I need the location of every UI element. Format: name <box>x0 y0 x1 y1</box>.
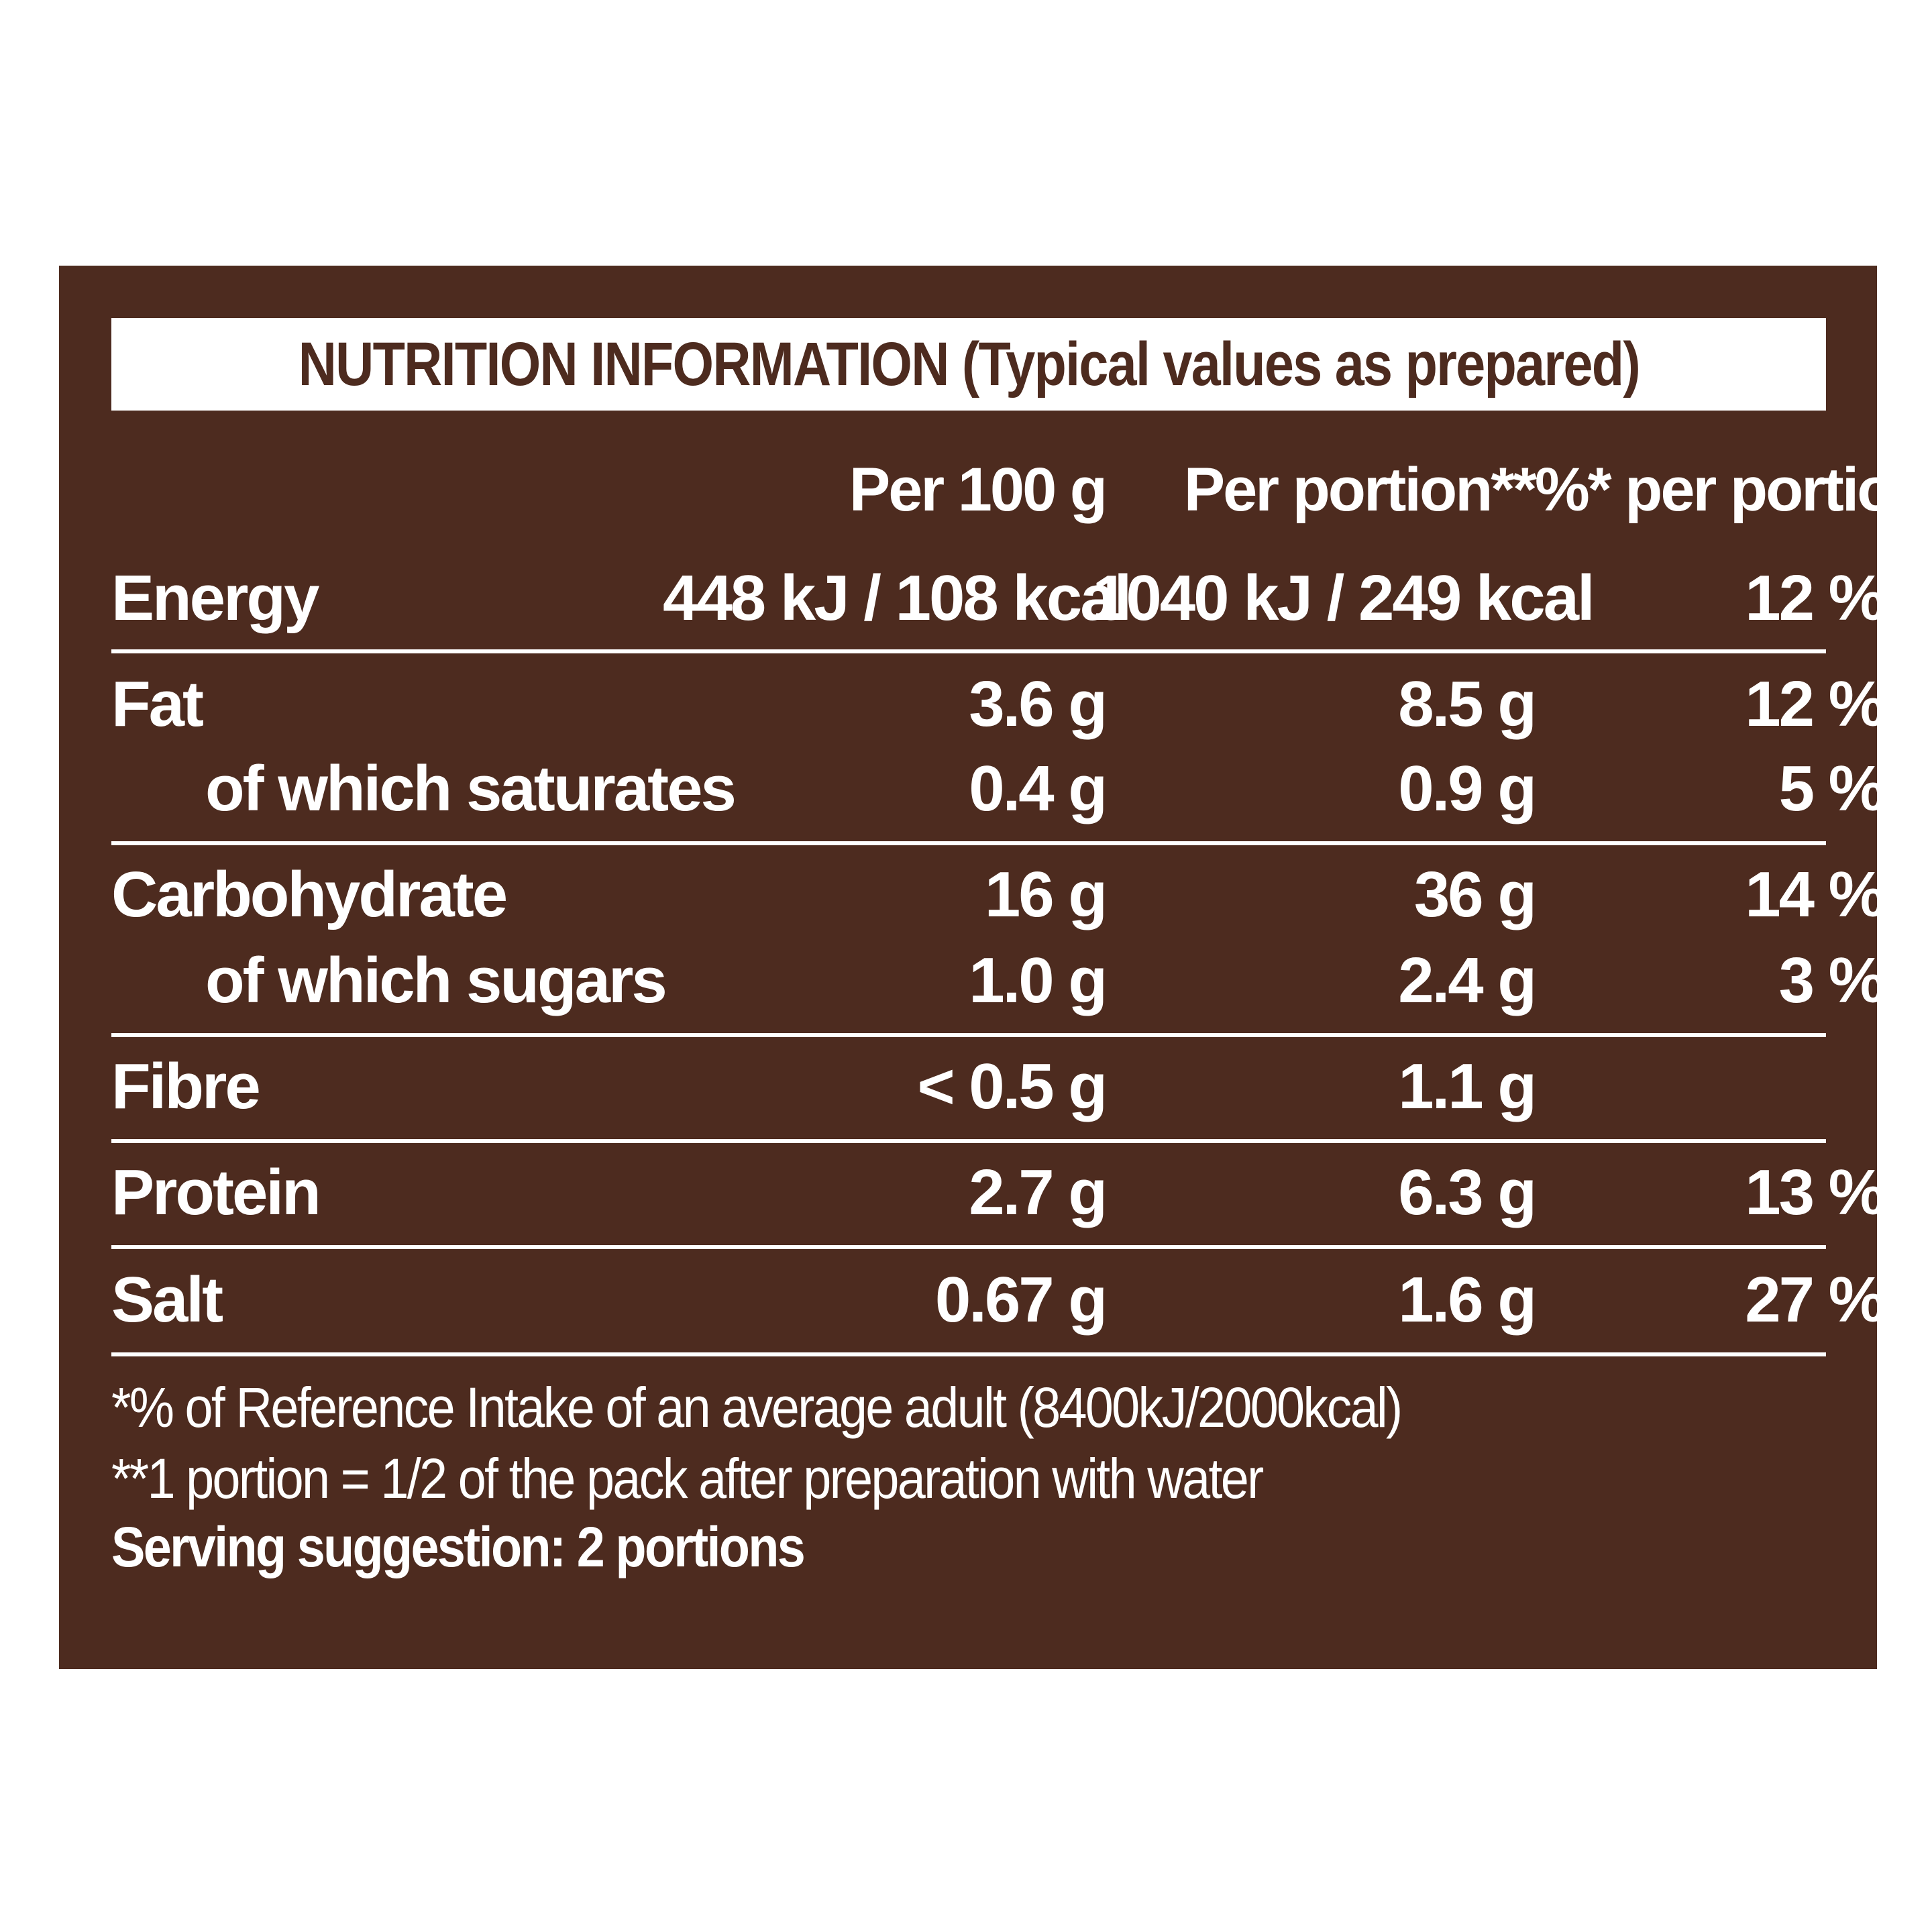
energy-ri: 12 % <box>1745 562 1886 634</box>
sugars-per-100g: 1.0 g <box>969 945 1108 1016</box>
protein-per-100g: 2.7 g <box>969 1157 1108 1228</box>
sugars-per-portion: 2.4 g <box>1398 945 1537 1016</box>
carbohydrate-per-100g: 16 g <box>984 859 1108 930</box>
salt-per-100g: 0.67 g <box>934 1264 1108 1336</box>
column-header-ri-percent: %* per portion** <box>1535 455 1932 524</box>
salt-ri: 27 % <box>1745 1264 1886 1336</box>
fibre-per-100g: < 0.5 g <box>917 1051 1108 1122</box>
energy-per-100g: 448 kJ / 108 kcal <box>663 562 1132 634</box>
title-bar: NUTRITION INFORMATION (Typical values as… <box>111 318 1826 411</box>
footnote-reference-intake: *% of Reference Intake of an average adu… <box>111 1376 1403 1439</box>
saturates-per-portion: 0.9 g <box>1398 753 1537 824</box>
salt-per-portion: 1.6 g <box>1398 1264 1537 1336</box>
column-header-per-100g: Per 100 g <box>849 455 1108 524</box>
divider <box>111 841 1826 845</box>
row-label-salt: Salt <box>111 1264 223 1336</box>
row-label-energy: Energy <box>111 562 319 634</box>
fat-per-100g: 3.6 g <box>969 668 1108 740</box>
fibre-per-portion: 1.1 g <box>1398 1051 1537 1122</box>
row-label-protein: Protein <box>111 1157 321 1228</box>
saturates-ri: 5 % <box>1778 753 1886 824</box>
divider <box>111 649 1826 653</box>
carbohydrate-ri: 14 % <box>1745 859 1886 930</box>
divider <box>111 1245 1826 1249</box>
divider <box>111 1033 1826 1037</box>
row-label-sugars: of which sugars <box>205 945 667 1016</box>
nutrition-panel: NUTRITION INFORMATION (Typical values as… <box>59 266 1932 1669</box>
fat-per-portion: 8.5 g <box>1398 668 1537 740</box>
sugars-ri: 3 % <box>1778 945 1886 1016</box>
row-label-saturates: of which saturates <box>205 753 737 824</box>
fat-ri: 12 % <box>1745 668 1886 740</box>
protein-ri: 13 % <box>1745 1157 1886 1228</box>
serving-suggestion: Serving suggestion: 2 portions <box>111 1515 806 1578</box>
row-label-fat: Fat <box>111 668 204 740</box>
energy-per-portion: 1040 kJ / 249 kcal <box>1092 562 1595 634</box>
divider <box>111 1139 1826 1143</box>
footnote-portion: **1 portion = 1/2 of the pack after prep… <box>111 1447 1264 1510</box>
column-header-per-portion: Per portion** <box>1183 455 1537 524</box>
divider <box>111 1352 1826 1356</box>
carbohydrate-per-portion: 36 g <box>1413 859 1537 930</box>
row-label-carbohydrate: Carbohydrate <box>111 859 508 930</box>
row-label-fibre: Fibre <box>111 1051 261 1122</box>
table-title: NUTRITION INFORMATION (Typical values as… <box>298 329 1640 398</box>
protein-per-portion: 6.3 g <box>1398 1157 1537 1228</box>
saturates-per-100g: 0.4 g <box>969 753 1108 824</box>
